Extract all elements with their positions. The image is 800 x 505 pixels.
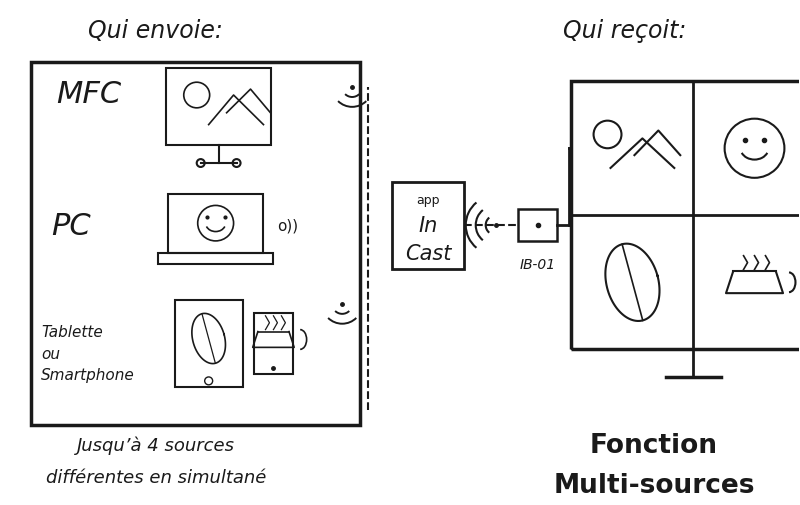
Text: Cast: Cast	[405, 243, 451, 263]
Bar	[166, 69, 271, 146]
Text: Qui reçoit:: Qui reçoit:	[562, 19, 686, 43]
Bar	[392, 182, 464, 269]
Text: différentes en simultané: différentes en simultané	[46, 468, 266, 486]
Bar	[571, 82, 800, 349]
Bar	[168, 194, 263, 253]
Text: Qui envoie:: Qui envoie:	[89, 19, 223, 43]
Text: app: app	[416, 193, 440, 207]
Text: IB-01: IB-01	[519, 257, 555, 271]
Bar	[254, 313, 294, 374]
Text: PC: PC	[51, 211, 91, 240]
Text: Fonction: Fonction	[590, 432, 718, 458]
Text: In: In	[418, 216, 438, 236]
Bar	[31, 63, 360, 425]
Text: Multi-sources: Multi-sources	[554, 472, 755, 497]
Text: Tablette: Tablette	[42, 324, 103, 339]
Bar	[174, 300, 242, 387]
Text: Smartphone: Smartphone	[42, 368, 135, 383]
Text: o)): o))	[278, 218, 298, 233]
Text: Jusqu’à 4 sources: Jusqu’à 4 sources	[77, 435, 235, 453]
Bar	[158, 253, 273, 264]
Text: MFC: MFC	[56, 79, 122, 109]
Text: ou: ou	[42, 346, 60, 361]
Bar	[518, 210, 558, 241]
